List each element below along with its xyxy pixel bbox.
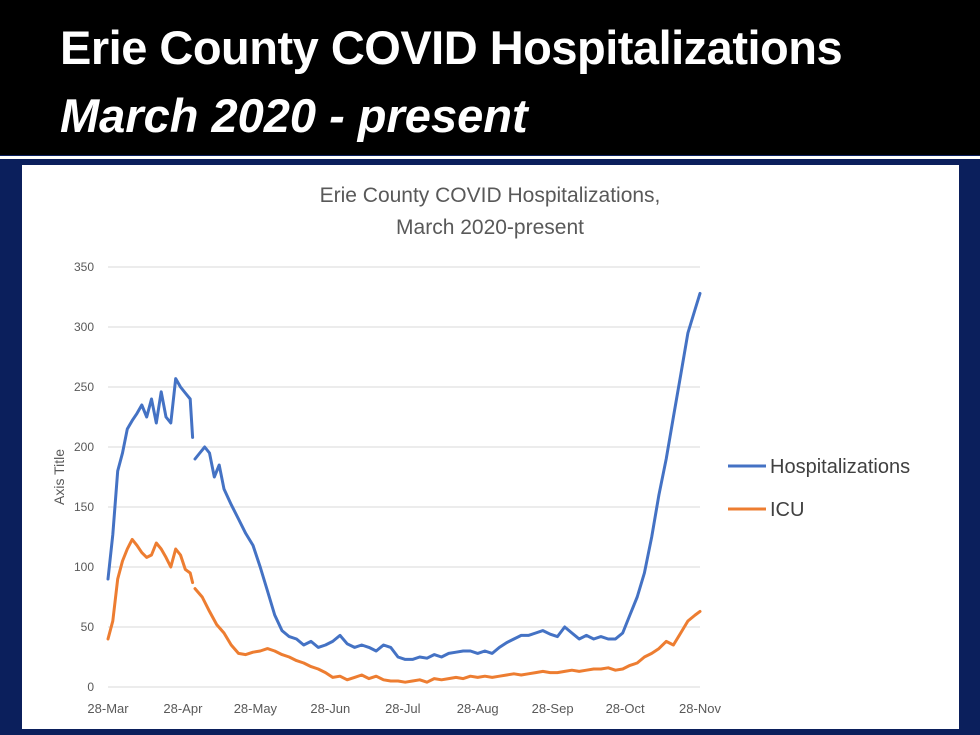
legend-label: Hospitalizations [770, 456, 910, 478]
x-tick-label: 28-Apr [163, 701, 203, 716]
y-tick-label: 300 [74, 320, 94, 334]
series-line-icu [106, 537, 195, 641]
y-tick-label: 100 [74, 560, 94, 574]
x-tick-label: 28-Jun [310, 701, 350, 716]
x-tick-label: 28-Oct [606, 701, 645, 716]
x-tick-label: 28-May [234, 701, 278, 716]
chart-panel: Erie County COVID Hospitalizations, Marc… [22, 165, 959, 729]
chart: Erie County COVID Hospitalizations, Marc… [51, 184, 910, 716]
y-tick-label: 0 [87, 680, 94, 694]
slide-header: Erie County COVID Hospitalizations March… [0, 0, 980, 155]
x-tick-labels: 28-Mar 28-Apr 28-May 28-Jun 28-Jul 28-Aug 28-S… [87, 701, 721, 716]
y-axis-title: Axis Title [51, 449, 67, 505]
y-tick-label: 200 [74, 440, 94, 454]
x-tick-label: 28-Mar [87, 701, 129, 716]
chart-title-line1: Erie County COVID Hospitalizations, [320, 184, 661, 207]
y-tick-label: 50 [81, 620, 95, 634]
series-line-hospitalizations [193, 291, 702, 661]
gridlines [108, 266, 700, 688]
y-tick-label: 250 [74, 380, 94, 394]
series-lines [106, 291, 702, 684]
header-divider [0, 156, 980, 159]
y-tick-label: 350 [74, 260, 94, 274]
x-tick-label: 28-Aug [457, 701, 499, 716]
slide-subtitle: March 2020 - present [60, 89, 528, 142]
series-line-hospitalizations [106, 377, 195, 581]
chart-title-line2: March 2020-present [396, 216, 584, 239]
y-tick-labels: 0 50 100 150 200 250 300 350 [74, 260, 94, 694]
legend-label: ICU [770, 499, 804, 521]
x-tick-label: 28-Nov [679, 701, 721, 716]
x-tick-label: 28-Jul [385, 701, 421, 716]
series-line-icu [193, 587, 702, 684]
y-tick-label: 150 [74, 500, 94, 514]
x-tick-label: 28-Sep [532, 701, 574, 716]
legend: Hospitalizations ICU [728, 456, 910, 521]
slide-title: Erie County COVID Hospitalizations [60, 21, 843, 74]
